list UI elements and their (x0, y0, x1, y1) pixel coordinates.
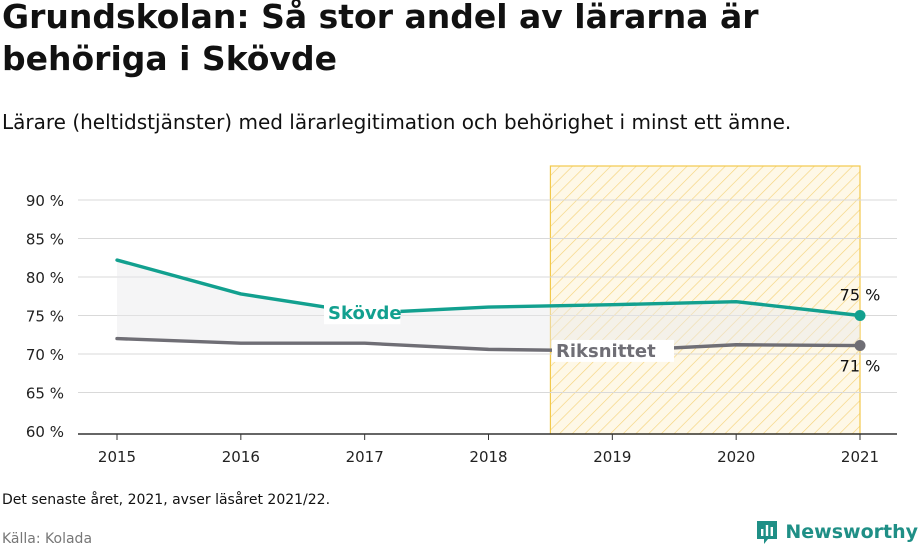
y-tick-label: 75 % (26, 308, 64, 326)
riket-end-label: 71 % (840, 357, 881, 376)
source-text: Källa: Kolada (2, 531, 93, 547)
x-tick-label: 2020 (717, 448, 755, 466)
y-tick-label: 90 % (26, 192, 64, 210)
line-chart: 60 % 65 % 70 % 75 % 80 % 85 % 90 % 2015 2016 2017… (26, 165, 897, 466)
skovde-line (115, 258, 862, 318)
highlight-hatch (549, 165, 861, 435)
x-tick-label: 2016 (222, 448, 260, 466)
chart-title: Grundskolan: Så stor andel av lärarna är… (2, 0, 759, 78)
riket-series-label: Riksnittet (556, 341, 656, 362)
y-tick-label: 70 % (26, 346, 64, 364)
y-tick-label: 60 % (26, 423, 64, 441)
skovde-series-label: Skövde (328, 303, 402, 324)
difference-area (117, 260, 860, 351)
y-tick-label: 80 % (26, 269, 64, 287)
riket-endpoint (854, 340, 866, 352)
x-tick-label: 2019 (593, 448, 631, 466)
skovde-endpoint (854, 310, 866, 321)
skovde-end-label: 75 % (840, 286, 881, 305)
footnote: Det senaste året, 2021, avser läsåret 20… (2, 492, 331, 508)
x-tick-label: 2018 (469, 448, 507, 466)
skovde-series-label-bg (324, 302, 401, 325)
x-tick-label: 2015 (98, 448, 136, 466)
chart-subtitle: Lärare (heltidstjänster) med lärarlegiti… (2, 110, 792, 134)
y-tick-label: 65 % (26, 385, 64, 403)
x-tick-label: 2021 (841, 448, 879, 466)
riket-series-label-bg (552, 339, 674, 362)
x-tick-label: 2017 (346, 448, 384, 466)
brand-name: Newsworthy (785, 521, 918, 543)
brand-logo: Newsworthy (755, 519, 918, 545)
y-tick-label: 85 % (26, 231, 64, 249)
bar-chart-icon (757, 521, 778, 544)
riket-line (115, 336, 862, 353)
